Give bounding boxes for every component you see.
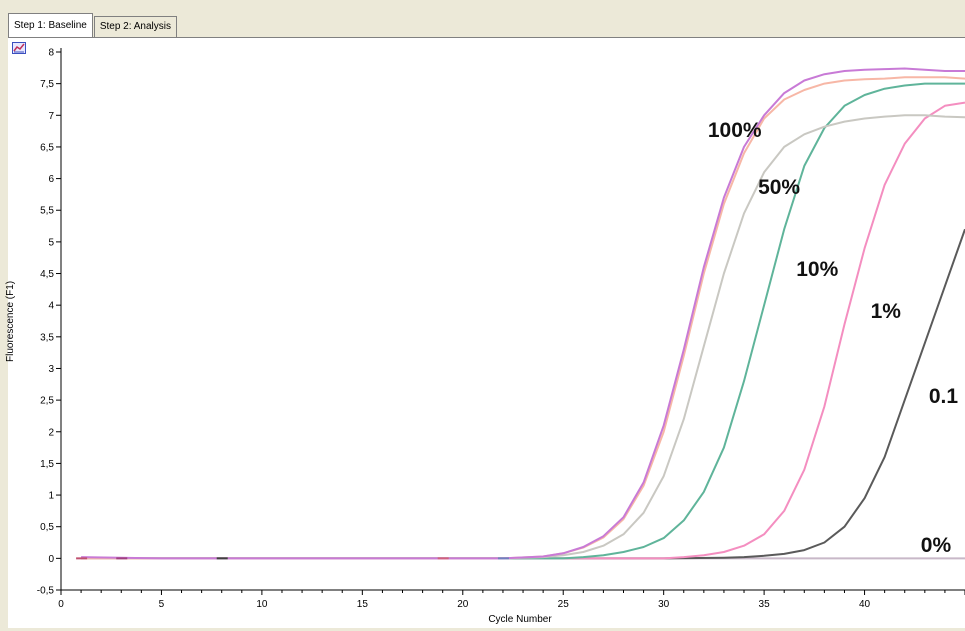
- x-tick-label: 15: [357, 599, 369, 610]
- y-tick-label: 4,5: [40, 269, 54, 280]
- x-tick-label: 30: [658, 599, 670, 610]
- x-tick-label: 25: [558, 599, 570, 610]
- tab-divider: [8, 37, 965, 38]
- x-tick-label: 10: [256, 599, 268, 610]
- y-tick-label: 2: [48, 427, 54, 438]
- y-tick-label: 8: [48, 48, 54, 59]
- tab-bar: Step 1: Baseline Step 2: Analysis: [8, 13, 178, 37]
- curve-label-10: 10%: [796, 258, 839, 282]
- chart-settings-icon[interactable]: [12, 42, 26, 54]
- y-tick-label: 4: [48, 301, 54, 312]
- curve-label-01: 0.1: [928, 384, 959, 408]
- tab-step2-analysis[interactable]: Step 2: Analysis: [93, 16, 177, 37]
- x-tick-label: 0: [58, 599, 64, 610]
- y-tick-label: 1: [48, 491, 54, 502]
- x-tick-label: 35: [759, 599, 771, 610]
- y-tick-label: 3,5: [40, 332, 54, 343]
- y-tick-label: 0: [48, 554, 54, 565]
- chart-panel: [8, 38, 965, 628]
- curve-label-100: 100%: [707, 119, 762, 143]
- y-axis-label: Fluorescence (F1): [5, 280, 16, 362]
- curve-label-1: 1%: [870, 299, 901, 323]
- curve-label-0: 0%: [920, 533, 952, 557]
- x-tick-label: 20: [457, 599, 469, 610]
- y-tick-label: 6: [48, 174, 54, 185]
- y-tick-label: 5,5: [40, 206, 54, 217]
- y-tick-label: 7: [48, 111, 54, 122]
- y-tick-label: -0,5: [37, 586, 55, 597]
- series-line-50: [81, 114, 965, 560]
- x-axis-label: Cycle Number: [488, 614, 552, 625]
- y-tick-label: 3: [48, 364, 54, 375]
- x-tick-label: 40: [859, 599, 871, 610]
- tab-step1-baseline[interactable]: Step 1: Baseline: [8, 13, 93, 37]
- series-line-1: [81, 101, 965, 560]
- y-tick-label: 0,5: [40, 522, 54, 533]
- y-tick-label: 1,5: [40, 459, 54, 470]
- y-tick-label: 5: [48, 237, 54, 248]
- y-tick-label: 2,5: [40, 396, 54, 407]
- y-tick-label: 7,5: [40, 79, 54, 90]
- y-tick-label: 6,5: [40, 142, 54, 153]
- series-line-unlabeled-1: [81, 76, 965, 560]
- series-line-10: [81, 82, 965, 560]
- series-line-100: [81, 67, 965, 560]
- curve-label-50: 50%: [758, 176, 801, 200]
- x-tick-label: 5: [159, 599, 165, 610]
